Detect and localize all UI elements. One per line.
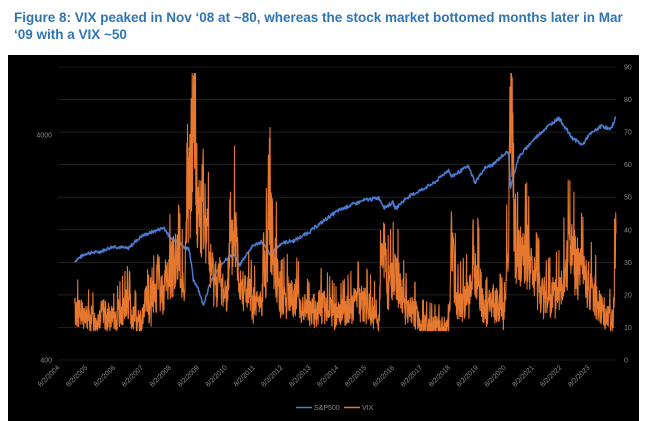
x-axis-tick-label: 8/2/2021 bbox=[511, 364, 535, 388]
x-axis-tick-label: 8/2/2019 bbox=[456, 364, 480, 388]
legend-label-vix: VIX bbox=[362, 405, 374, 412]
x-axis-tick-label: 8/2/2007 bbox=[121, 364, 145, 388]
x-axis-tick-label: 8/2/2010 bbox=[205, 364, 229, 388]
right-axis-tick-label: 20 bbox=[624, 292, 632, 299]
x-axis-tick-label: 8/2/2012 bbox=[260, 364, 284, 388]
series-line-vix bbox=[74, 72, 617, 332]
right-axis-tick-label: 50 bbox=[624, 195, 632, 202]
x-axis-tick-label: 8/2/2023 bbox=[567, 364, 591, 388]
x-axis-tick-label: 8/2/2018 bbox=[428, 364, 452, 388]
x-axis-tick-label: 8/2/2008 bbox=[149, 364, 173, 388]
right-axis-tick-label: 40 bbox=[624, 227, 632, 234]
chart-panel: 400 4000 0 10 20 30 40 50 60 70 80 90 8/2/2004 8/2/20… bbox=[8, 55, 639, 421]
right-axis-tick-label: 70 bbox=[624, 130, 632, 137]
x-axis-tick-label: 8/2/2014 bbox=[316, 364, 340, 388]
left-axis-tick-label: 4000 bbox=[36, 132, 52, 139]
chart-title: Figure 8: VIX peaked in Nov ‘08 at ~80, … bbox=[14, 10, 623, 42]
series-line-sp500 bbox=[74, 116, 617, 306]
x-axis-tick-label: 8/2/2017 bbox=[400, 364, 424, 388]
right-axis-tick-label: 30 bbox=[624, 260, 632, 267]
left-axis-tick-label: 400 bbox=[40, 358, 52, 365]
x-axis-tick-label: 8/2/2013 bbox=[288, 364, 312, 388]
right-axis-tick-label: 80 bbox=[624, 97, 632, 104]
right-axis-tick-label: 0 bbox=[624, 358, 628, 365]
x-axis-tick-label: 8/2/2005 bbox=[65, 364, 89, 388]
x-axis-tick-label: 8/2/2004 bbox=[37, 364, 61, 388]
x-axis-tick-label: 8/2/2009 bbox=[177, 364, 201, 388]
right-axis-tick-label: 10 bbox=[624, 325, 632, 332]
right-axis-tick-label: 90 bbox=[624, 65, 632, 72]
right-axis-tick-label: 60 bbox=[624, 162, 632, 169]
x-axis-tick-label: 8/2/2016 bbox=[372, 364, 396, 388]
x-axis-tick-label: 8/2/2011 bbox=[233, 364, 257, 388]
x-axis-tick-label: 8/2/2020 bbox=[484, 364, 508, 388]
x-axis-tick-label: 8/2/2015 bbox=[344, 364, 368, 388]
x-axis-tick-label: 8/2/2006 bbox=[93, 364, 117, 388]
legend-label-sp500: S&P500 bbox=[314, 405, 340, 412]
x-axis-tick-label: 8/2/2022 bbox=[539, 364, 563, 388]
